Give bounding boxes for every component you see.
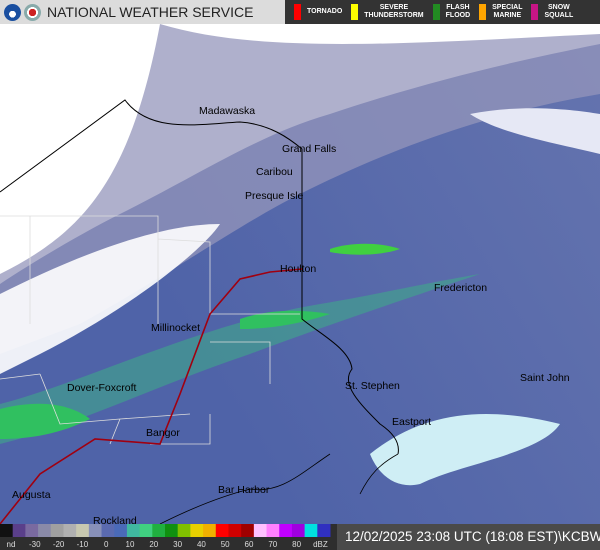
warning-label: SEVERE THUNDERSTORM [364, 4, 424, 19]
warning-swatch [432, 4, 440, 20]
scale-label: 40 [197, 540, 206, 549]
warning-legend-item: SPECIAL MARINE [479, 4, 522, 20]
scale-color-segment [291, 524, 306, 537]
scale-color-segment [304, 524, 318, 537]
header-bar: NATIONAL WEATHER SERVICE TORNADO SEVERE TH… [0, 0, 600, 24]
scale-label: 80 [292, 540, 301, 549]
timestamp-station: 12/02/2025 23:08 UTC (18:08 EST)\KCBW [337, 524, 600, 550]
scale-color-segment [215, 524, 229, 537]
city-label: St. Stephen [345, 380, 400, 392]
warning-legend-item: TORNADO [294, 4, 342, 20]
ocean-clear-area [370, 414, 560, 486]
warning-legend-item: SEVERE THUNDERSTORM [351, 4, 424, 20]
city-label: Eastport [392, 416, 432, 428]
scale-color-segment [228, 524, 242, 537]
noaa-logo [4, 3, 21, 21]
scale-color-segment [38, 524, 52, 537]
scale-label: dBZ [313, 540, 328, 549]
scale-label: 0 [104, 540, 109, 549]
warnings-legend: TORNADO SEVERE THUNDERSTORM FLASH FLOOD SPECI… [285, 0, 600, 24]
scale-label: 20 [149, 540, 158, 549]
scale-label: 60 [245, 540, 254, 549]
city-label: Bar Harbor [218, 484, 270, 496]
warning-swatch [479, 4, 487, 20]
county-lines [0, 215, 300, 445]
warning-swatch [294, 4, 301, 20]
dbz-color-scale: nd -30 -20 -10 0 10 20 30 40 50 60 70 80 dBZ [0, 524, 331, 549]
scale-label: nd [7, 540, 16, 549]
scale-label: 70 [268, 540, 277, 549]
scale-color-segment [12, 524, 26, 537]
nws-logo [24, 3, 41, 21]
scale-color-segment [190, 524, 204, 537]
scale-color-segment [126, 524, 141, 537]
scale-color-segment [50, 524, 64, 537]
clear-area-west [0, 224, 220, 374]
scale-label: -30 [29, 540, 41, 549]
scale-color-segment [0, 524, 14, 537]
footer-bar: nd -30 -20 -10 0 10 20 30 40 50 60 70 80 dBZ 12/02/20… [0, 524, 600, 550]
scale-color-segment [177, 524, 191, 537]
scale-label: 50 [221, 540, 230, 549]
city-label: Presque Isle [245, 190, 304, 202]
scale-color-segment [317, 524, 331, 537]
scale-color-segment [101, 524, 115, 537]
scale-color-segment [25, 524, 39, 537]
warning-legend-item: SNOW SQUALL [531, 4, 573, 20]
scale-color-segment [203, 524, 217, 537]
warning-label: TORNADO [307, 8, 343, 15]
scale-color-segment [139, 524, 153, 537]
warning-legend-item: FLASH FLOOD [432, 4, 471, 20]
radar-map[interactable] [0, 24, 600, 524]
clear-area-northeast [470, 108, 600, 154]
scale-label: 30 [173, 540, 182, 549]
scale-color-segment [279, 524, 293, 537]
warning-label: SPECIAL MARINE [492, 4, 523, 19]
scale-label: -20 [53, 540, 65, 549]
borders [0, 99, 399, 524]
warning-label: SNOW SQUALL [544, 4, 574, 19]
city-label: Bangor [146, 427, 180, 439]
interstate-highway [0, 268, 303, 524]
heavy-echo-north [330, 243, 400, 255]
warning-swatch [531, 4, 539, 20]
scale-color-segment [241, 524, 255, 537]
city-label: Augusta [12, 489, 51, 501]
scale-color-segment [165, 524, 179, 537]
warning-label: FLASH FLOOD [445, 4, 471, 19]
city-label: Grand Falls [282, 143, 337, 155]
scale-color-segment [63, 524, 77, 537]
city-label: Houlton [280, 263, 317, 275]
moderate-echo-band [0, 274, 480, 444]
city-label: Millinocket [151, 322, 201, 334]
heavy-echo-houlton [240, 310, 330, 329]
scale-color-segment [152, 524, 166, 537]
city-label: Madawaska [199, 105, 256, 117]
scale-label: 10 [126, 540, 135, 549]
heavy-echo-west [0, 403, 90, 439]
scale-color-segment [88, 524, 103, 537]
scale-color-segment [114, 524, 128, 537]
city-label: Dover-Foxcroft [67, 382, 137, 394]
site-title: NATIONAL WEATHER SERVICE [47, 4, 254, 20]
scale-color-segment [76, 524, 90, 537]
warning-swatch [351, 4, 359, 20]
city-label: Fredericton [434, 282, 488, 294]
scale-color-segment [266, 524, 280, 537]
scale-label: -10 [77, 540, 89, 549]
brand[interactable]: NATIONAL WEATHER SERVICE [0, 0, 253, 24]
city-label: Caribou [256, 166, 293, 178]
city-label: Saint John [520, 372, 570, 384]
scale-color-segment [253, 524, 268, 537]
